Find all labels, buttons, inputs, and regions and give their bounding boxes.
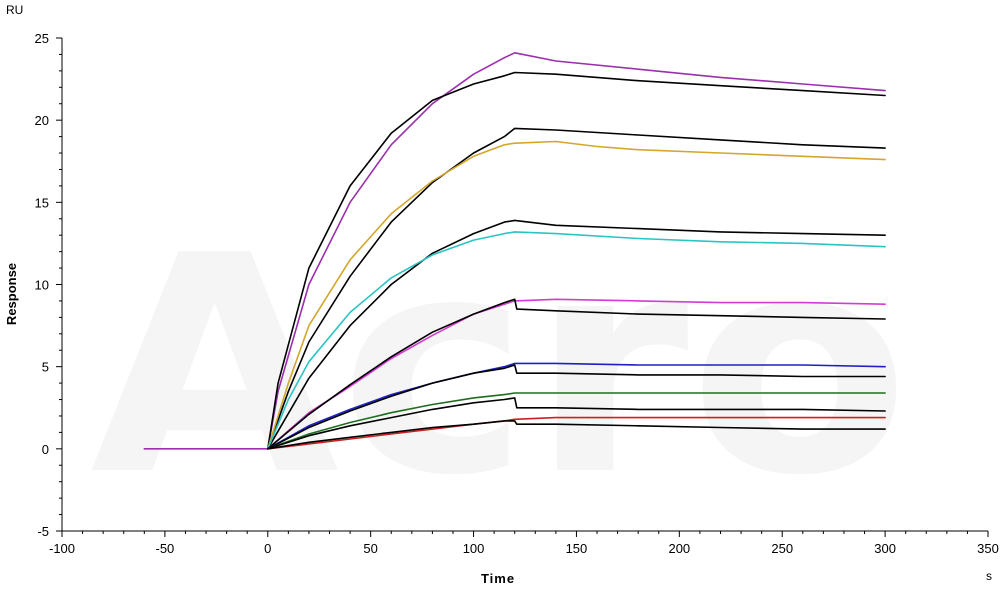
series-line-3 [266,140,886,450]
x-tick-label: -50 [155,541,174,556]
x-tick-label: 200 [668,541,690,556]
x-tick-label: 0 [264,541,271,556]
x-tick-label: 250 [771,541,793,556]
x-tick-label: -100 [49,541,75,556]
series-line-6 [266,298,886,450]
series-line-2 [266,127,886,450]
x-tick-label: 100 [463,541,485,556]
series-line-8 [266,362,886,450]
series-line-13 [266,420,886,450]
x-tick-label: 350 [977,541,999,556]
series-line-0 [143,51,886,450]
x-tick-label: 50 [363,541,377,556]
y-tick-label: 25 [35,31,49,46]
y-tick-label: 0 [42,442,49,457]
series-line-4 [266,219,886,450]
series-line-11 [266,397,886,450]
y-axis-title: Response [4,263,19,325]
x-tick-label: 150 [566,541,588,556]
series-line-7 [266,298,886,450]
y-tick-label: -5 [37,524,49,539]
y-tick-label: 10 [35,278,49,293]
series-line-10 [266,392,886,450]
y-tick-label: 20 [35,113,49,128]
series-line-5 [266,231,886,450]
x-tick-label: 300 [874,541,896,556]
series-layer [143,51,886,450]
x-unit-label: s [986,569,992,583]
series-line-9 [266,364,886,450]
x-axis-title: Time [481,571,515,586]
y-tick-label: 5 [42,360,49,375]
watermark: Acro [90,192,910,541]
y-tick-label: 15 [35,195,49,210]
series-line-1 [266,71,886,450]
y-unit-label: RU [6,3,23,17]
